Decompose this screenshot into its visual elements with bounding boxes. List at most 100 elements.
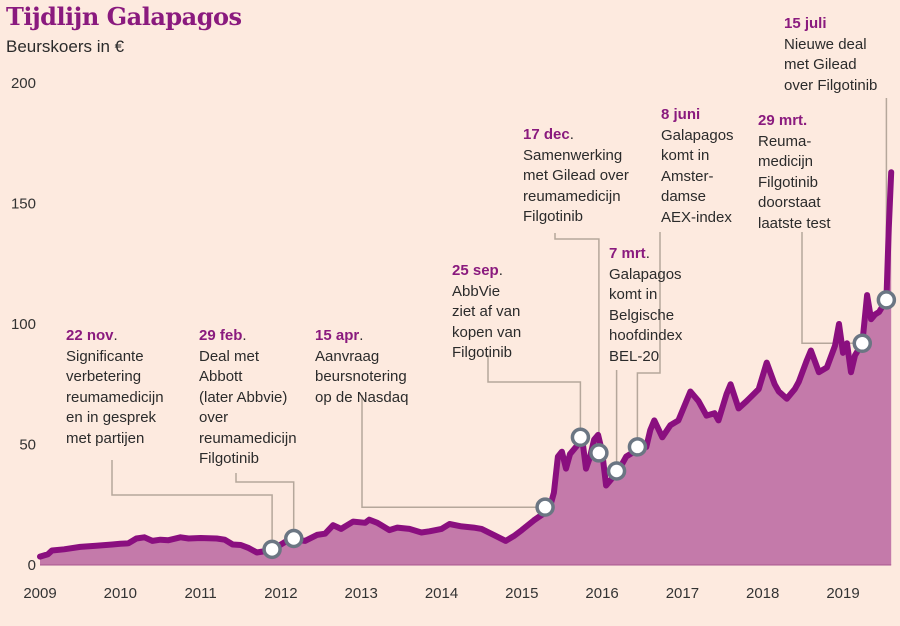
event-markers [262, 290, 897, 560]
annotation: 25 sep. AbbVie ziet af van kopen van Filgoti… [452, 261, 521, 364]
event-marker[interactable] [262, 539, 282, 560]
annotation-date-label: 15 juli [784, 15, 827, 32]
annotation-text: Galapagos [609, 265, 682, 283]
annotation-text: en in gesprek [66, 409, 157, 426]
annotation-date-label: 15 apr [315, 327, 360, 344]
annotation-text: medicijn [758, 153, 814, 170]
annotation-date-suffix: . [113, 327, 118, 344]
annotation: 17 dec. Samenwerking met Gilead over reumam… [523, 125, 629, 228]
annotation-text: ziet af van [452, 303, 521, 320]
x-tick-label: 2011 [184, 585, 216, 602]
annotation-date: 17 dec. [523, 125, 629, 146]
annotation-date-label: 7 mrt [609, 245, 646, 262]
event-marker[interactable] [535, 497, 555, 517]
annotation-date-label: 22 nov [66, 327, 114, 344]
annotation-text: doorstaat [758, 194, 821, 211]
annotation-text: AEX-index [661, 208, 732, 226]
annotation-text: Significante [66, 347, 144, 365]
event-marker[interactable] [852, 333, 873, 354]
annotation-text: komt in [661, 147, 710, 164]
annotation-date-suffix: . [498, 262, 503, 279]
annotation-date-suffix: . [569, 126, 574, 143]
annotation-text: Deal met [199, 347, 260, 365]
y-tick-label: 100 [11, 316, 36, 333]
price-area [40, 172, 892, 565]
x-tick-label: 2019 [826, 585, 859, 602]
annotation: 15 juli Nieuwe deal met Gilead over Filgoti… [784, 14, 877, 96]
annotation-text: Filgotinib [758, 173, 819, 191]
annotation: 8 juni Galapagos komt in Amster-damse AEX-in… [661, 105, 734, 228]
leader-line [801, 232, 863, 345]
annotation-text: met Gilead [784, 56, 857, 73]
x-tick-label: 2014 [425, 585, 458, 602]
annotation-text: Amster- [661, 167, 714, 185]
annotation-date: 29 mrt. [758, 111, 831, 132]
x-axis: 2009 2010 2011 2012 2013 2014 2015 2016 2017 2018… [23, 585, 859, 602]
annotation-text: Reuma- [758, 132, 812, 150]
annotation-text: Belgische [609, 306, 675, 324]
annotation-text: Samenwerking [523, 146, 623, 164]
annotation-date: 8 juni [661, 105, 734, 126]
annotation-date-label: 29 mrt. [758, 112, 808, 129]
annotation-text: Abbott [199, 368, 243, 385]
leader-line [554, 233, 600, 453]
chart-title: Tijdlijn Galapagos [6, 2, 242, 31]
annotation: 29 feb. Deal met Abbott (later Abbvie) over r… [199, 326, 297, 470]
annotation-text: reumamedicijn [66, 388, 164, 406]
price-line [37, 169, 895, 560]
annotation-text: damse [661, 188, 707, 205]
annotation-text: op de Nasdaq [315, 388, 409, 406]
annotation-date-label: 8 juni [661, 106, 701, 123]
annotation-date-suffix: . [359, 327, 364, 344]
chart-subtitle: Beurskoers in € [6, 37, 125, 56]
annotation-date-suffix: . [242, 327, 247, 344]
x-tick-label: 2012 [264, 585, 297, 602]
annotation-text: over [199, 409, 229, 426]
annotation-text: kopen van [452, 323, 522, 341]
annotation-date-suffix: . [645, 245, 650, 262]
leader-line [111, 460, 273, 550]
annotation-date: 29 feb. [199, 326, 297, 347]
annotation-text: beursnotering [315, 368, 407, 385]
annotation-text: Galapagos [661, 126, 734, 144]
event-marker[interactable] [283, 528, 304, 549]
annotation-date-label: 29 feb [199, 327, 243, 344]
annotation-text: verbetering [66, 368, 142, 385]
annotation-text: met Gilead over [523, 167, 629, 184]
y-tick-label: 200 [11, 75, 36, 92]
annotation-text: Aanvraag [315, 347, 380, 365]
annotation-text: laatste test [758, 214, 831, 232]
annotation-text: BEL-20 [609, 347, 660, 365]
annotation-text: hoofdindex [609, 327, 683, 344]
annotation-date-label: 25 sep [452, 262, 499, 279]
annotation-date: 15 juli [784, 14, 877, 35]
event-marker[interactable] [570, 427, 591, 448]
annotation-date: 22 nov. [66, 326, 164, 347]
event-marker[interactable] [589, 443, 609, 463]
annotation: 29 mrt. Reuma-medicijn Filgotinib doorstaat… [758, 111, 831, 234]
leader-line [361, 395, 546, 508]
leader-line [235, 473, 295, 539]
annotation-text: komt in [609, 286, 658, 303]
y-tick-label: 0 [28, 557, 36, 574]
x-tick-label: 2009 [23, 585, 56, 602]
annotation-text: Filgotinib [199, 450, 260, 467]
annotation-text: met partijen [66, 429, 145, 447]
annotation: 7 mrt. Galapagos komt in Belgische hoofdinde… [609, 244, 682, 367]
x-tick-label: 2016 [585, 585, 618, 602]
x-tick-label: 2015 [505, 585, 538, 602]
event-marker[interactable] [876, 290, 897, 310]
annotation-date: 7 mrt. [609, 244, 682, 265]
x-tick-label: 2017 [666, 585, 699, 602]
event-marker[interactable] [606, 461, 627, 481]
annotation-text: Filgotinib [523, 208, 584, 225]
annotation-date: 25 sep. [452, 261, 521, 282]
annotation: 22 nov. Significante verbetering reumamedic… [66, 326, 164, 449]
event-marker[interactable] [627, 437, 648, 457]
annotation-text: Nieuwe deal [784, 35, 867, 53]
leader-line [487, 355, 582, 438]
annotation-text: Filgotinib [452, 344, 513, 361]
annotation-text: reumamedicijn [523, 187, 621, 205]
leader-line [636, 232, 661, 447]
